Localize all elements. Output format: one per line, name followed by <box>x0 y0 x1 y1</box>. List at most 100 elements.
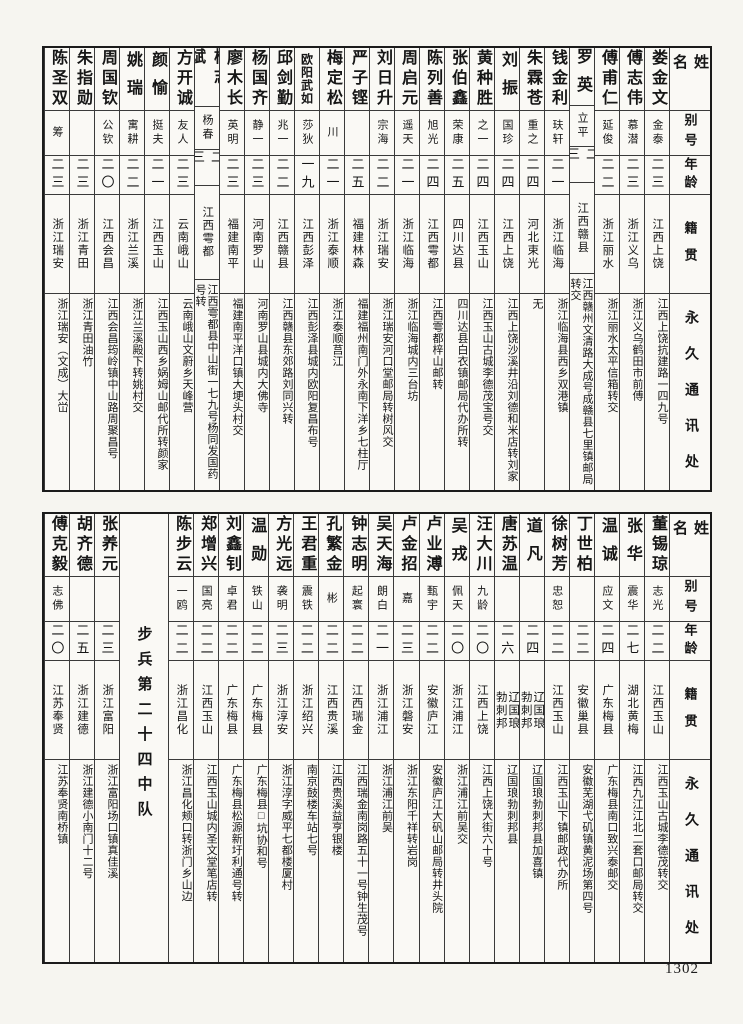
name-cell: 王君重 <box>294 514 318 576</box>
native-place-cell-text: 广东梅县 <box>601 684 614 736</box>
native-place-cell-text: 浙江富阳 <box>101 684 114 736</box>
address-cell-text: 江西玉山下镇邮政代办所 <box>555 764 568 891</box>
age-cell-text: 二一 <box>149 157 165 193</box>
name-cell-text: 娄金文 <box>649 49 666 109</box>
age-cell-text: 二三 <box>570 147 594 166</box>
alias-cell-text: 震华 <box>625 585 638 613</box>
native-place-cell-text: 江西赣县 <box>576 202 589 255</box>
native-place-cell: 云南峨山 <box>170 194 194 293</box>
address-cell-text: 浙江泰顺莒江 <box>331 298 343 367</box>
address-cell: 河南罗山县城内大佛寺 <box>245 293 269 490</box>
native-place-cell: 江西玉山 <box>544 660 569 759</box>
age-cell: 二六 <box>494 621 519 660</box>
native-place-cell: 广东梅县 <box>594 660 619 759</box>
age-cell-text: 二二 <box>599 157 615 193</box>
address-cell: 浙江义乌鹤田市前傅 <box>620 293 644 490</box>
name-cell: 严子铿 <box>345 48 369 110</box>
age-cell: 二四 <box>519 621 544 660</box>
address-cell-text: 江西彭泽县城内欧阳复昌布号 <box>306 298 318 448</box>
native-place-cell: 浙江浦江 <box>369 660 394 759</box>
address-cell: 辽国琅勃刺邦县加喜镇 <box>519 759 544 962</box>
native-place-cell-text: 江西玉山 <box>651 684 664 736</box>
native-place-cell-text: 湖北黄梅 <box>626 684 639 736</box>
address-cell-text: 南京鼓楼车站七号 <box>305 764 318 856</box>
name-cell-text: 欧阳武如 <box>299 53 314 105</box>
age-cell-text: 二四 <box>474 157 490 193</box>
roster-column: 卢金招嘉二三 浙江磐安 浙江东阳千祥转岩岗 <box>393 514 419 962</box>
native-place-cell-text: 河南罗山 <box>251 218 264 270</box>
name-cell: 朱指勋 <box>70 48 94 110</box>
address-cell: 辽国琅勃刺邦县 <box>494 759 519 962</box>
alias-cell-text: 玞轩 <box>551 119 563 147</box>
alias-cell: 国亮 <box>194 576 219 621</box>
address-cell: 浙江瑞安（文成）大峃 <box>45 293 69 490</box>
native-place-cell: 江苏奉贤 <box>44 660 69 759</box>
age-cell-text: 二四 <box>524 623 540 659</box>
age-cell: 二三 <box>620 155 644 194</box>
header-native-label-text: 籍贯 <box>682 687 698 741</box>
alias-cell-text: 忠恕 <box>550 585 563 613</box>
alias-cell-text: 遥天 <box>401 119 413 147</box>
name-cell: 刘日升 <box>370 48 394 110</box>
name-cell-text: 罗英 <box>574 48 591 105</box>
native-place-cell: 江西玉山 <box>470 194 494 293</box>
native-place-cell-text: 福建林森 <box>351 218 364 270</box>
address-cell: 江西彭泽县城内欧阳复昌布号 <box>295 293 319 490</box>
alias-cell-text: 英明 <box>226 119 238 147</box>
name-cell-text: 丁世柏 <box>573 515 591 575</box>
name-cell-text: 严子铿 <box>349 49 366 109</box>
age-cell-text: 二五 <box>74 623 90 659</box>
age-cell: 二〇 <box>95 155 119 194</box>
address-cell: 安徽芜湖弋矶镇黄泥场第四号 <box>569 759 594 962</box>
name-cell-text: 孔繁金 <box>323 515 341 575</box>
name-cell-text: 颜愉 <box>149 51 166 107</box>
roster-column: 钟志明 起寰 二二 江西瑞金 江西瑞金南岗路五十一号钟生茂号 <box>343 514 369 962</box>
age-cell-text: 二一 <box>324 157 340 193</box>
name-cell: 丁世柏 <box>570 514 594 576</box>
address-cell-text: 浙江义乌鹤田市前傅 <box>631 298 643 402</box>
address-cell-text: 浙江临海县西乡双港镇 <box>556 298 568 413</box>
native-place-cell-text: 云南峨山 <box>176 218 189 270</box>
name-cell: 徐树芳 <box>545 514 569 576</box>
address-cell: 浙江兰溪殿下转姚村交 <box>120 293 144 490</box>
header-alias-label-text: 别号 <box>682 113 698 153</box>
name-cell: 黄种胜 <box>470 48 494 110</box>
alias-cell: 宗海 <box>370 110 394 155</box>
native-place-cell-text: 福建南平 <box>226 218 239 270</box>
unit-designation-cell: 步兵第二十四中队 <box>118 514 168 962</box>
alias-cell: 筹 <box>45 110 69 155</box>
address-cell-text: 浙江兰溪殿下转姚村交 <box>131 298 143 413</box>
alias-cell: 嘉 <box>394 576 419 621</box>
age-cell-text: 二四 <box>524 157 540 193</box>
native-place-cell: 四川达县 <box>445 194 469 293</box>
age-cell-text: 二〇 <box>49 623 65 659</box>
native-place-cell-text: 广东梅县 <box>225 684 238 736</box>
alias-cell: 志光 <box>644 576 669 621</box>
alias-cell: 重之 <box>520 110 544 155</box>
name-cell-text: 陈列善 <box>424 49 441 109</box>
address-cell: 江西玉山下镇邮政代办所 <box>544 759 569 962</box>
native-place-cell: 江西雩都 <box>195 185 219 278</box>
address-cell-text: 浙江青田油竹 <box>81 298 93 367</box>
age-cell-text: 二三 <box>273 623 289 659</box>
address-cell-text: 福建福州南门外永南下洋乡七柱厅 <box>356 298 368 471</box>
header-alias-label: 别号 <box>670 576 710 621</box>
address-cell-text: 浙江瑞安河口堂邮局转树风交 <box>381 298 393 448</box>
roster-column: 娄金文 金泰 二三 江西上饶 江西上饶抗建路一四九号 <box>644 48 669 490</box>
name-cell-text: 道凡 <box>523 517 541 573</box>
name-cell-text: 钱金利 <box>549 49 566 109</box>
alias-cell-text: 金泰 <box>651 119 663 147</box>
alias-cell: 起寰 <box>344 576 369 621</box>
alias-cell: 彬 <box>319 576 344 621</box>
roster-table-bottom: 姓名 别号 年龄 籍贯 永久通讯处 董锡琼 志光 二二 江西玉山 江西玉山古城李德茂转交 张华 震华二… <box>42 512 712 964</box>
native-place-cell: 浙江瑞安 <box>370 194 394 293</box>
name-cell-text: 朱霖苍 <box>524 49 541 109</box>
age-cell: 二四 <box>594 621 619 660</box>
alias-cell-text: 铁山 <box>250 585 263 613</box>
name-cell: 陈步云 <box>169 514 193 576</box>
name-cell-text: 温勋 <box>248 517 266 573</box>
address-cell: 江西玉山西乡娲姆山邮代所转颜家 <box>145 293 169 490</box>
address-cell: 浙江富阳场口镇真佳溪 <box>94 759 119 962</box>
native-place-cell-text: 浙江浦江 <box>450 684 463 736</box>
age-cell: 二二 <box>569 621 594 660</box>
